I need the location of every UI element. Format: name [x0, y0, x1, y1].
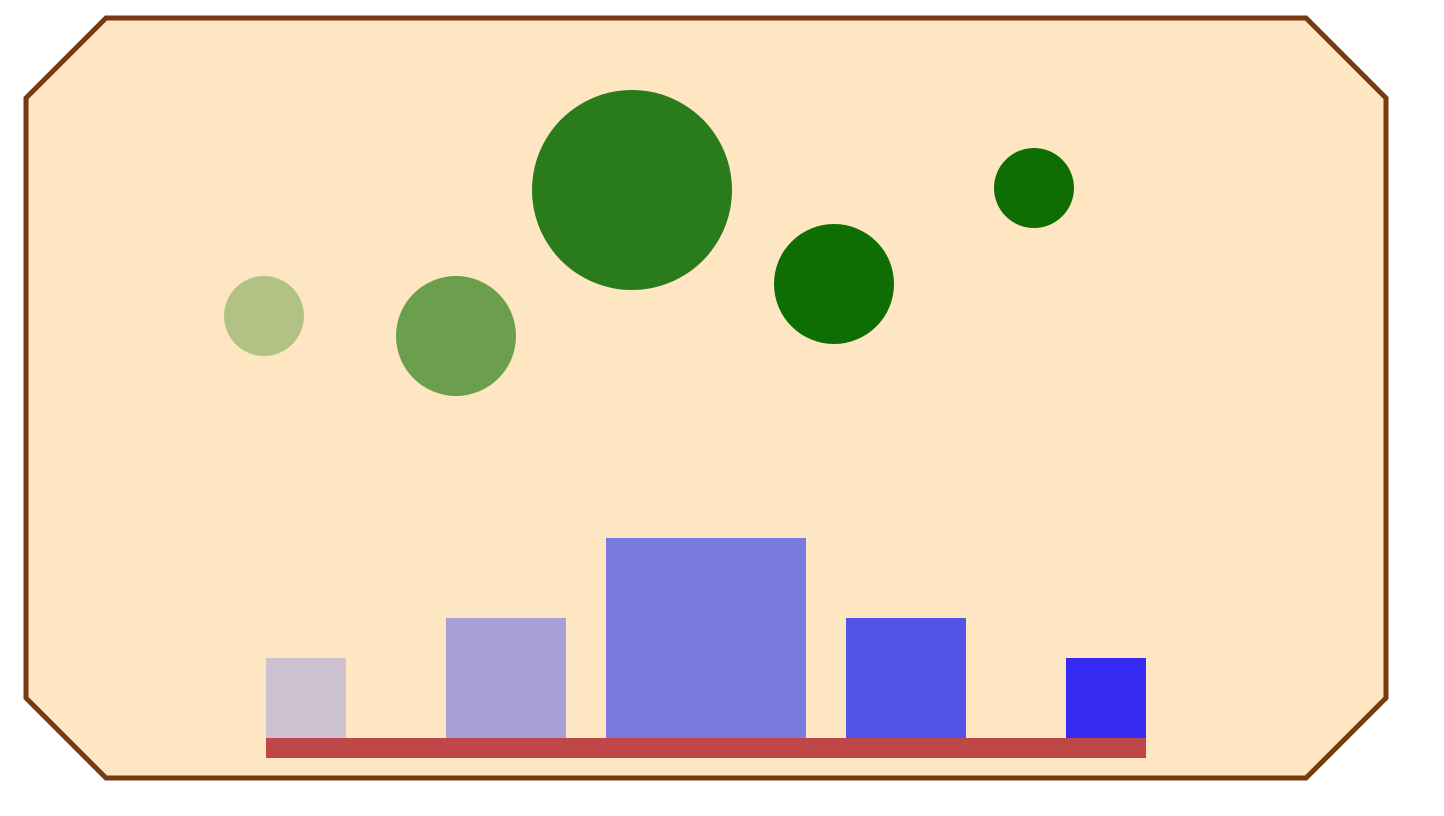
- bar-2: [446, 618, 566, 738]
- circle-5: [994, 148, 1074, 228]
- circle-4: [774, 224, 894, 344]
- base-bar: [266, 738, 1146, 758]
- circle-2: [396, 276, 516, 396]
- bar-4: [846, 618, 966, 738]
- bar-3: [606, 538, 806, 738]
- circle-1: [224, 276, 304, 356]
- bar-5: [1066, 658, 1146, 738]
- bar-1: [266, 658, 346, 738]
- circle-3: [532, 90, 732, 290]
